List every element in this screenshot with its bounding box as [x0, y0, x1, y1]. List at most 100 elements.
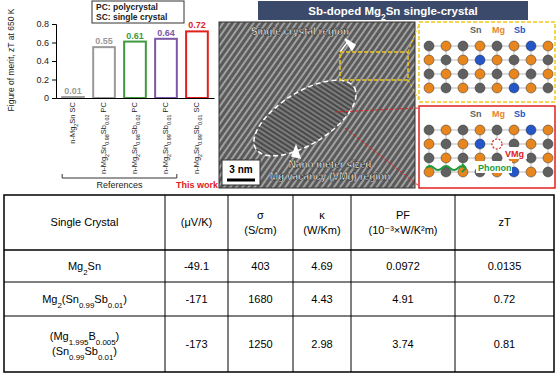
table-cell: 1680	[248, 293, 272, 305]
y-tick-mark	[52, 80, 56, 81]
atom	[543, 139, 553, 149]
figure: PC: polycrystalSC: single crystal00.20.4…	[0, 0, 558, 374]
table-cell: (Sn0.99Sb0.01)	[52, 345, 117, 362]
x-tick-label: n-Mg2Sn0.98Sb0.02 PC	[130, 101, 141, 174]
y-axis-title: Figure of merit, zT at 650 K	[6, 8, 16, 111]
label-bg	[503, 147, 527, 159]
vacancy-site	[492, 139, 502, 149]
data-label: 0.64	[157, 28, 175, 38]
table-rule	[293, 195, 294, 372]
inset-frame	[419, 22, 555, 102]
annotation: References	[96, 180, 143, 190]
x-axis: n-Mg2Sn SC n-Mg2Sn0.98Sb0.02 PC n-Mg2Sn0.9…	[57, 98, 215, 174]
y-tick-mark	[52, 24, 56, 25]
x-tick-label: n-Mg2Sn0.99Sb0.01 SC	[192, 101, 203, 174]
atom	[458, 55, 468, 65]
data-label: 0.55	[95, 36, 113, 46]
bond	[548, 46, 549, 88]
panel-title: Sb-doped Mg2Sn single-crystal	[308, 5, 477, 22]
atom	[475, 139, 485, 149]
bond	[531, 130, 532, 172]
header-cell: (W/Km)	[303, 224, 340, 236]
header-cell: Single Crystal	[51, 216, 119, 228]
text-run: Sb	[161, 125, 170, 134]
text-run: Sn SC	[68, 101, 77, 123]
text-run: Mg	[42, 293, 57, 305]
subscript: 0.99	[69, 353, 85, 362]
text-run: Sn	[99, 145, 108, 154]
atom	[441, 83, 451, 93]
tem-image	[219, 22, 415, 188]
table-cell: 403	[251, 260, 269, 272]
table-cell: 2.98	[311, 338, 332, 350]
phonon-label: Phonon	[478, 163, 512, 173]
header-cell: (S/cm)	[244, 224, 276, 236]
text-run: Sn	[161, 145, 170, 154]
atom	[475, 83, 485, 93]
bond	[514, 46, 515, 88]
bar	[155, 39, 177, 98]
y-tick: 0.4	[36, 56, 56, 66]
table-rule	[228, 195, 229, 372]
atom	[424, 153, 434, 163]
table-rule	[4, 316, 554, 317]
key-box	[92, 1, 184, 23]
atom	[526, 69, 536, 79]
atom	[543, 125, 553, 135]
text-run: SC	[192, 101, 201, 114]
atom	[526, 139, 536, 149]
table-cell: 0.81	[494, 338, 515, 350]
atom	[509, 83, 519, 93]
phonon-wave	[426, 164, 466, 172]
atom	[458, 41, 468, 51]
bond	[531, 46, 532, 88]
bond	[548, 130, 549, 172]
x-tick-label: n-Mg2Sn SC	[68, 101, 79, 143]
atom	[424, 167, 434, 177]
y-tick-label: 0.8	[36, 19, 49, 29]
atom	[543, 167, 553, 177]
vacancy-label: VMg	[505, 149, 524, 159]
text-run: Sn	[192, 145, 201, 154]
atom	[526, 41, 536, 51]
text-run: Sn single-crystal	[386, 5, 478, 17]
y-tick-mark	[52, 61, 56, 62]
bar	[186, 31, 208, 98]
data-label: 0.61	[126, 31, 144, 41]
y-tick: 0	[44, 93, 56, 103]
bar	[93, 47, 115, 98]
atom	[526, 167, 536, 177]
region-label: Single crystal region	[251, 26, 349, 37]
text-run: Sb	[94, 293, 107, 305]
subscript: 0.01	[108, 300, 124, 309]
text-run: Sn	[88, 260, 101, 272]
atom	[492, 55, 502, 65]
text-run: n-Mg	[130, 157, 139, 174]
table-cell: -49.1	[184, 260, 209, 272]
text-run: n-Mg	[161, 157, 170, 174]
vacancy-region	[242, 65, 368, 171]
table-cell: 0.0135	[488, 260, 522, 272]
table-cell: Mg2Sn	[68, 260, 101, 277]
atom	[526, 153, 536, 163]
atom	[543, 153, 553, 163]
text-run: n-Mg	[192, 157, 201, 174]
x-tick-label: n-Mg2Sn0.99Sb0.01 PC	[161, 101, 172, 174]
y-tick: 0.6	[36, 38, 56, 48]
text-run: Sb	[84, 345, 97, 357]
text-run: B	[88, 330, 95, 342]
text-run: Sb	[99, 125, 108, 134]
scale-label: 3 nm	[229, 164, 252, 175]
table-cell: 0.0972	[386, 260, 420, 272]
bond	[446, 46, 447, 88]
text-run: n-Mg	[99, 157, 108, 174]
subscript: 0.99	[197, 134, 203, 145]
y-tick-label: 0.4	[36, 56, 49, 66]
y-axis: 00.20.40.60.8	[36, 19, 56, 103]
bond	[429, 46, 430, 88]
atom	[458, 153, 468, 163]
table-cell: 1250	[248, 338, 272, 350]
table-cell: -173	[185, 338, 207, 350]
text-run: Sb-doped Mg	[308, 5, 381, 17]
table-cell: 4.43	[311, 293, 332, 305]
